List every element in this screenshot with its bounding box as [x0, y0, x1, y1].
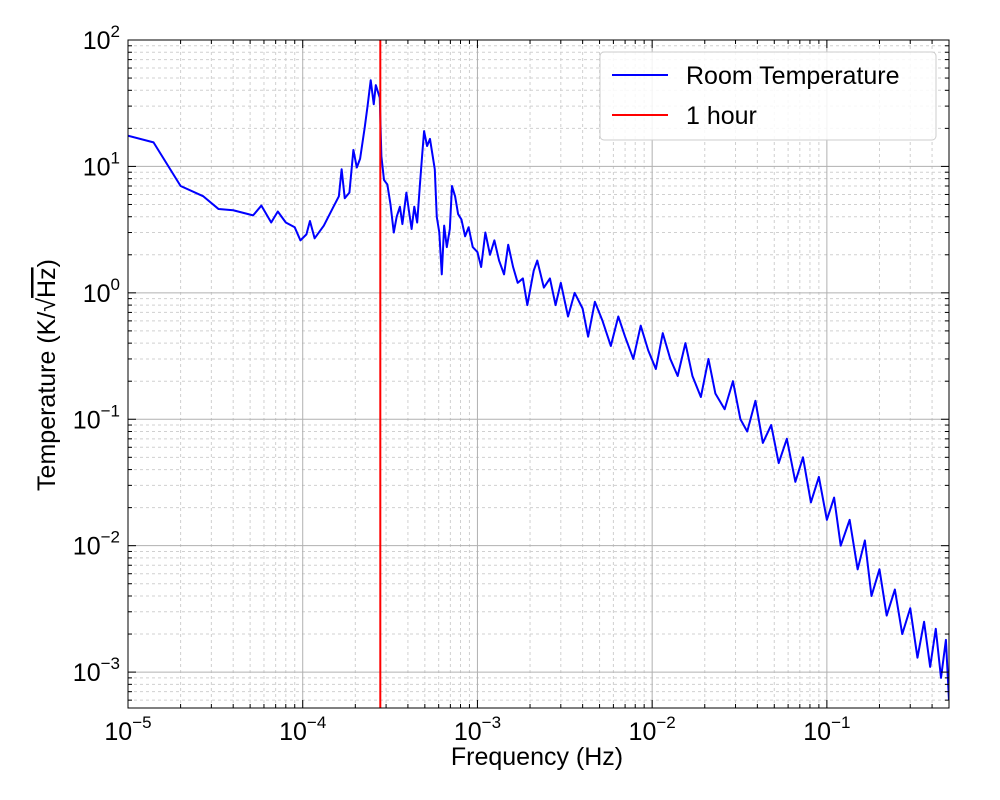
legend-label-room-temperature: Room Temperature [686, 62, 900, 90]
y-tick-label: 100 [83, 275, 120, 308]
plot-area [128, 40, 949, 708]
series-line-room-temperature [128, 79, 949, 701]
x-tick-label: 10−4 [279, 713, 326, 746]
tick-labels: 10−5 10−4 10−3 10−2 10−1 10−3 10−2 10−1 100 101 10… [73, 22, 851, 746]
y-axis-label-radicand: Hz [33, 267, 61, 298]
series-group [128, 40, 949, 708]
plot-frame [127, 39, 950, 709]
y-tick-label: 10−1 [73, 401, 120, 434]
y-tick-label: 10−3 [73, 654, 120, 687]
y-axis-label: Temperature (K/√Hz) [33, 259, 61, 491]
x-tick-label: 10−3 [454, 713, 501, 746]
axis-ticks [127, 39, 949, 708]
y-tick-label: 10−2 [73, 528, 120, 561]
y-tick-label: 101 [83, 148, 120, 181]
x-tick-label: 10−2 [629, 713, 676, 746]
x-tick-label: 10−1 [803, 713, 850, 746]
x-tick-label: 10−5 [104, 713, 151, 746]
y-tick-label: 102 [83, 22, 120, 55]
x-axis-label: Frequency (Hz) [451, 743, 623, 771]
legend-label-1-hour: 1 hour [686, 102, 757, 130]
legend-box [599, 51, 937, 141]
legend: Room Temperature 1 hour [599, 51, 937, 141]
svg-text:Temperature (K/√Hz): Temperature (K/√Hz) [33, 259, 61, 491]
